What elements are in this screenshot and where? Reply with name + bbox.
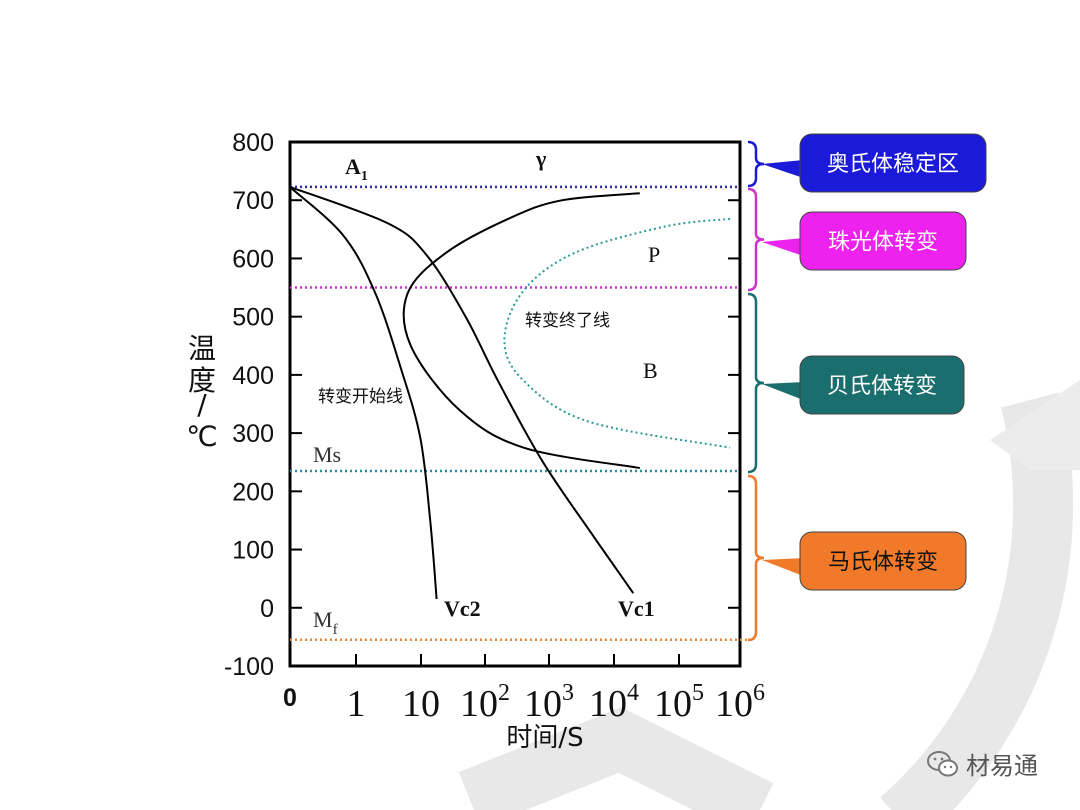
x-tick-base: 10 <box>460 683 498 725</box>
vc2-label: Vc2 <box>444 596 481 621</box>
region-bracket <box>747 292 765 474</box>
bainite-region-label: B <box>643 358 658 383</box>
callout-label: 贝氏体转变 <box>827 374 937 399</box>
callout-box: 马氏体转变 <box>762 531 967 591</box>
callout-tail <box>762 160 802 178</box>
callout-box: 贝氏体转变 <box>762 355 965 415</box>
x-axis-label: 时间/S <box>506 723 583 753</box>
plot-frame <box>288 140 742 668</box>
y-axis-ticks: 800 700 600 500 400 300 200 100 0 -100 <box>224 129 740 681</box>
x-tick-base: 10 <box>589 683 627 725</box>
gamma-region-label: γ <box>535 146 546 171</box>
x-tick-label: 103 <box>524 680 574 725</box>
callout-label: 马氏体转变 <box>828 550 938 575</box>
y-tick-label: 500 <box>232 304 274 332</box>
callout-box: 奥氏体稳定区 <box>762 133 987 193</box>
y-tick-label: 100 <box>232 537 274 565</box>
x-tick-exponent: 6 <box>753 680 765 706</box>
callout-box: 珠光体转变 <box>762 211 967 271</box>
callout-label: 珠光体转变 <box>828 230 938 255</box>
reference-lines <box>290 185 752 642</box>
x-tick-base: 10 <box>715 683 753 725</box>
callout-label: 奥氏体稳定区 <box>827 152 959 177</box>
x-tick-base: 10 <box>524 683 562 725</box>
vc2-curve <box>288 186 438 600</box>
x-tick-label: 0 <box>283 684 297 712</box>
x-tick-exponent: 4 <box>627 680 639 706</box>
svg-text:温度/℃: 温度/℃ <box>186 332 217 453</box>
chart-labels: A1 γ P B Ms Mf 转变开始线 转变终了线 Vc1 Vc2 <box>313 146 660 638</box>
vc1-label: Vc1 <box>618 596 655 621</box>
callout-tail <box>762 238 802 256</box>
x-tick-exponent: 5 <box>692 680 704 706</box>
wechat-icon <box>927 750 958 776</box>
finish-line-label: 转变终了线 <box>525 311 610 331</box>
y-tick-label: -100 <box>224 653 274 681</box>
x-tick-label: 105 <box>654 680 704 725</box>
y-axis-label: 温度/℃ <box>186 332 217 453</box>
region-brackets <box>747 140 765 642</box>
callout-rect <box>799 531 967 591</box>
x-axis-ticks: 0 1 10 102 103 104 105 106 <box>283 654 765 725</box>
x-tick-exponent: 3 <box>562 680 574 706</box>
y-tick-label: 200 <box>232 478 274 506</box>
x-tick-label: 102 <box>460 680 510 725</box>
a1-label: A1 <box>345 154 368 184</box>
mf-label: Mf <box>313 607 338 638</box>
y-tick-label: 800 <box>232 129 274 157</box>
pearlite-region-label: P <box>648 242 660 267</box>
x-tick-label: 106 <box>715 680 765 725</box>
x-tick-exponent: 2 <box>498 680 510 706</box>
region-bracket <box>747 187 765 292</box>
region-bracket <box>747 140 765 188</box>
x-tick-base: 1 <box>347 683 366 725</box>
brand-watermark: 材易通 <box>926 746 1038 781</box>
start-line-curve <box>402 192 640 469</box>
brand-label: 材易通 <box>966 752 1038 780</box>
start-line-label: 转变开始线 <box>318 387 403 407</box>
vc1-curve <box>289 185 635 594</box>
region-bracket <box>747 474 765 642</box>
ms-label: Ms <box>313 442 341 467</box>
x-tick-label: 10 <box>402 683 440 725</box>
x-tick-base: 10 <box>654 683 692 725</box>
x-tick-label: 104 <box>589 680 639 725</box>
transformation-curves <box>288 185 731 600</box>
callout-rect <box>799 133 987 193</box>
x-tick-base: 10 <box>402 683 440 725</box>
callout-tail <box>762 558 802 576</box>
callout-rect <box>799 355 965 415</box>
callout-tail <box>762 382 802 400</box>
y-tick-label: 700 <box>232 187 274 215</box>
y-tick-label: 600 <box>232 245 274 273</box>
callout-rect <box>799 211 967 271</box>
y-tick-label: 0 <box>260 595 274 623</box>
y-tick-label: 400 <box>232 362 274 390</box>
x-tick-label: 1 <box>347 683 366 725</box>
x-tick-base: 0 <box>283 684 297 712</box>
y-tick-label: 300 <box>232 420 274 448</box>
finish-line-curve <box>503 217 731 449</box>
